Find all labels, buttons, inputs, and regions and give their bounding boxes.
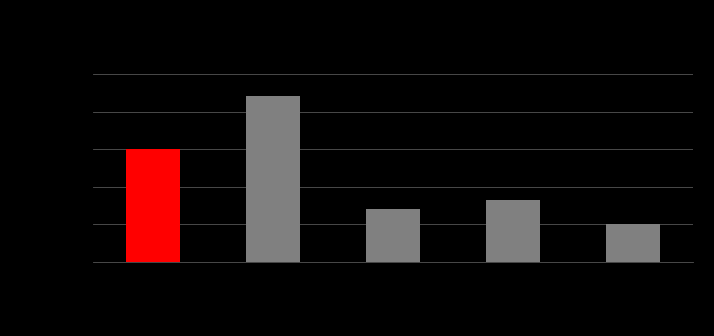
- Bar: [126, 149, 180, 262]
- Bar: [246, 96, 300, 262]
- Bar: [486, 200, 540, 262]
- Bar: [605, 224, 660, 262]
- Bar: [366, 209, 420, 262]
